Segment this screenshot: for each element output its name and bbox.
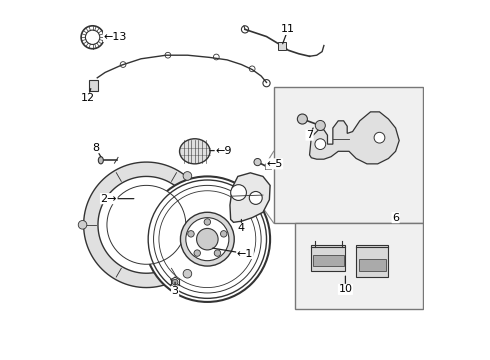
Bar [278,42,286,50]
Polygon shape [230,173,270,222]
Bar [295,223,422,309]
Circle shape [249,192,262,204]
Circle shape [315,139,326,149]
Circle shape [183,269,192,278]
Bar [89,80,98,91]
Circle shape [107,185,186,264]
Circle shape [145,176,270,302]
Circle shape [231,185,246,201]
Circle shape [196,228,218,250]
Circle shape [315,121,325,131]
Text: 7: 7 [306,128,313,140]
Text: 6: 6 [392,213,399,222]
Text: 2→: 2→ [100,194,134,204]
Circle shape [180,212,234,266]
Text: ←5: ←5 [266,159,283,169]
Polygon shape [84,162,205,288]
Circle shape [254,158,261,166]
Text: 10: 10 [339,276,352,294]
Circle shape [374,132,385,143]
Circle shape [220,231,227,237]
Bar [356,244,389,277]
Bar [311,244,345,271]
Bar [274,87,422,223]
Bar [359,259,386,271]
Circle shape [186,218,229,261]
Circle shape [172,279,178,285]
Text: 11: 11 [281,24,295,44]
Bar [313,255,343,266]
Polygon shape [310,112,399,164]
Circle shape [78,221,87,229]
Bar [265,163,271,169]
Circle shape [194,250,200,256]
Text: 4: 4 [238,220,245,233]
Circle shape [204,219,211,225]
Circle shape [183,172,192,180]
Circle shape [188,231,194,237]
Text: ←13: ←13 [103,32,127,41]
Circle shape [214,250,220,256]
Ellipse shape [98,157,103,164]
Text: ←9: ←9 [210,145,232,156]
Text: 12: 12 [81,89,95,103]
Text: ←1: ←1 [213,248,253,258]
Text: 3: 3 [172,282,178,296]
Circle shape [297,114,307,124]
Ellipse shape [179,139,210,164]
Text: 8: 8 [92,143,101,157]
